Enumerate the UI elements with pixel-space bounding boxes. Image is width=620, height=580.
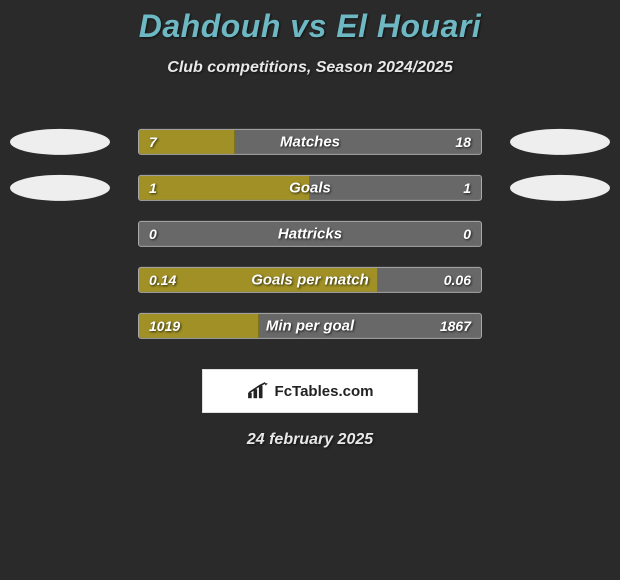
date-text: 24 february 2025 <box>0 431 620 449</box>
stat-value-right: 18 <box>455 134 471 150</box>
stat-value-left: 0.14 <box>149 272 176 288</box>
bar-chart-icon <box>247 382 269 400</box>
player-b-marker <box>510 129 610 155</box>
stat-row: 1Goals1 <box>0 167 620 213</box>
stat-value-left: 7 <box>149 134 157 150</box>
vs-text: vs <box>290 8 327 44</box>
stat-value-left: 1 <box>149 180 157 196</box>
player-b-marker <box>510 175 610 201</box>
stat-value-right: 1867 <box>440 318 471 334</box>
player-a-name: Dahdouh <box>139 8 281 44</box>
logo-text: FcTables.com <box>275 383 374 400</box>
subtitle: Club competitions, Season 2024/2025 <box>0 59 620 77</box>
stat-bar-fill <box>139 222 140 246</box>
stat-bar: 1019Min per goal1867 <box>138 313 482 339</box>
stat-value-left: 1019 <box>149 318 180 334</box>
stat-label: Hattricks <box>139 225 481 242</box>
stat-row: 0Hattricks0 <box>0 213 620 259</box>
stat-bar-fill <box>139 176 310 200</box>
stat-row: 1019Min per goal1867 <box>0 305 620 351</box>
player-a-marker <box>10 175 110 201</box>
page-title: Dahdouh vs El Houari <box>0 8 620 45</box>
stat-row: 0.14Goals per match0.06 <box>0 259 620 305</box>
stat-rows: 7Matches18 1Goals1 0Hattricks0 0.14Goals pe… <box>0 121 620 351</box>
logo-box: FcTables.com <box>202 369 418 413</box>
player-b-name: El Houari <box>336 8 481 44</box>
stat-value-right: 0.06 <box>444 272 471 288</box>
stat-bar: 1Goals1 <box>138 175 482 201</box>
stat-bar: 0Hattricks0 <box>138 221 482 247</box>
stat-value-left: 0 <box>149 226 157 242</box>
stat-value-right: 0 <box>463 226 471 242</box>
stat-bar: 0.14Goals per match0.06 <box>138 267 482 293</box>
comparison-card: Dahdouh vs El Houari Club competitions, … <box>0 0 620 449</box>
stat-bar: 7Matches18 <box>138 129 482 155</box>
player-a-marker <box>10 129 110 155</box>
stat-value-right: 1 <box>463 180 471 196</box>
stat-row: 7Matches18 <box>0 121 620 167</box>
